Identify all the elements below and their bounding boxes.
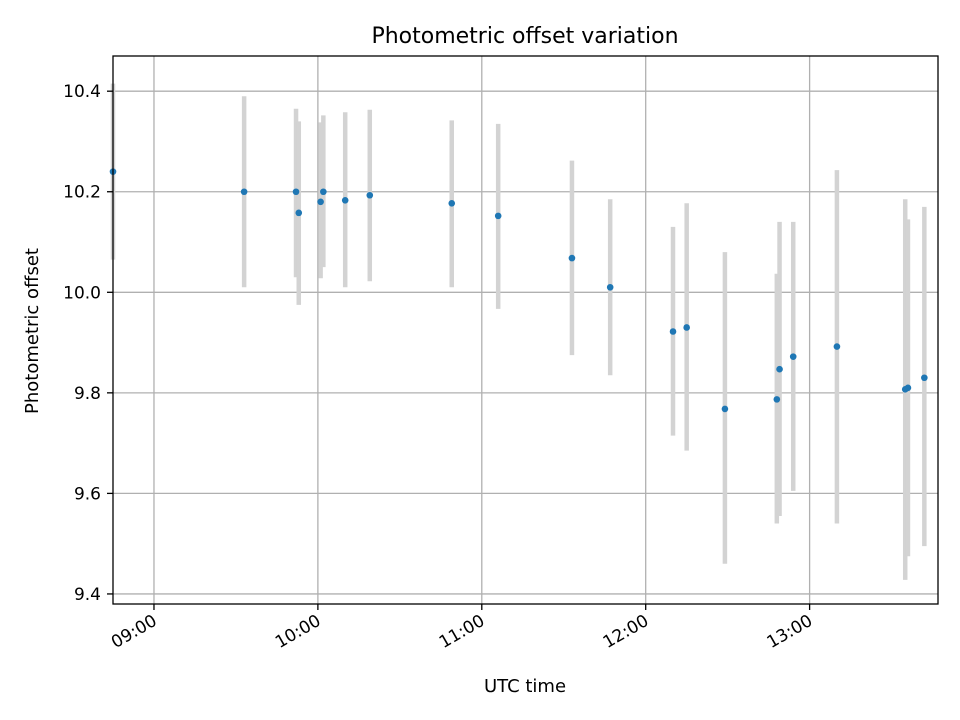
data-point [292,188,300,196]
y-axis-ticks: 9.4 9.6 9.8 10.0 10.2 10.4 [63,82,113,605]
x-tick-label: 13:00 [764,611,816,653]
x-tick-label: 10:00 [272,611,324,653]
data-point [921,374,928,382]
x-axis-label: UTC time [484,676,566,697]
data-point [295,209,303,217]
error-bars [110,83,927,580]
plot-frame [112,55,939,605]
data-point [789,353,797,360]
data-point [833,343,841,350]
x-tick-label: 11:00 [436,611,488,653]
data-point [341,196,349,204]
data-point [606,283,614,291]
y-tick-label: 10.2 [63,183,101,203]
data-point [448,200,456,207]
data-point [904,384,912,392]
data-point [776,365,783,373]
x-axis-ticks: 09:00 10:00 11:00 12:00 13:00 [108,604,816,653]
data-point [366,191,374,199]
y-axis-label: Photometric offset [22,248,43,414]
y-tick-label: 9.8 [74,384,101,404]
data-point [240,188,248,196]
chart-title: Photometric offset variation [371,24,678,49]
data-point [320,188,327,196]
grid-lines [113,56,938,604]
y-tick-label: 9.4 [74,585,101,605]
data-point [721,405,729,413]
x-tick-label: 12:00 [600,611,652,653]
data-point [669,328,677,335]
data-point [494,212,502,220]
y-tick-label: 9.6 [74,484,101,504]
x-tick-label: 09:00 [108,611,160,653]
y-tick-label: 10.4 [63,82,101,102]
y-tick-label: 10.0 [63,283,101,303]
data-point [773,396,781,403]
data-point [568,254,576,262]
data-point [317,198,324,206]
data-point [683,324,690,331]
data-points [109,168,928,413]
